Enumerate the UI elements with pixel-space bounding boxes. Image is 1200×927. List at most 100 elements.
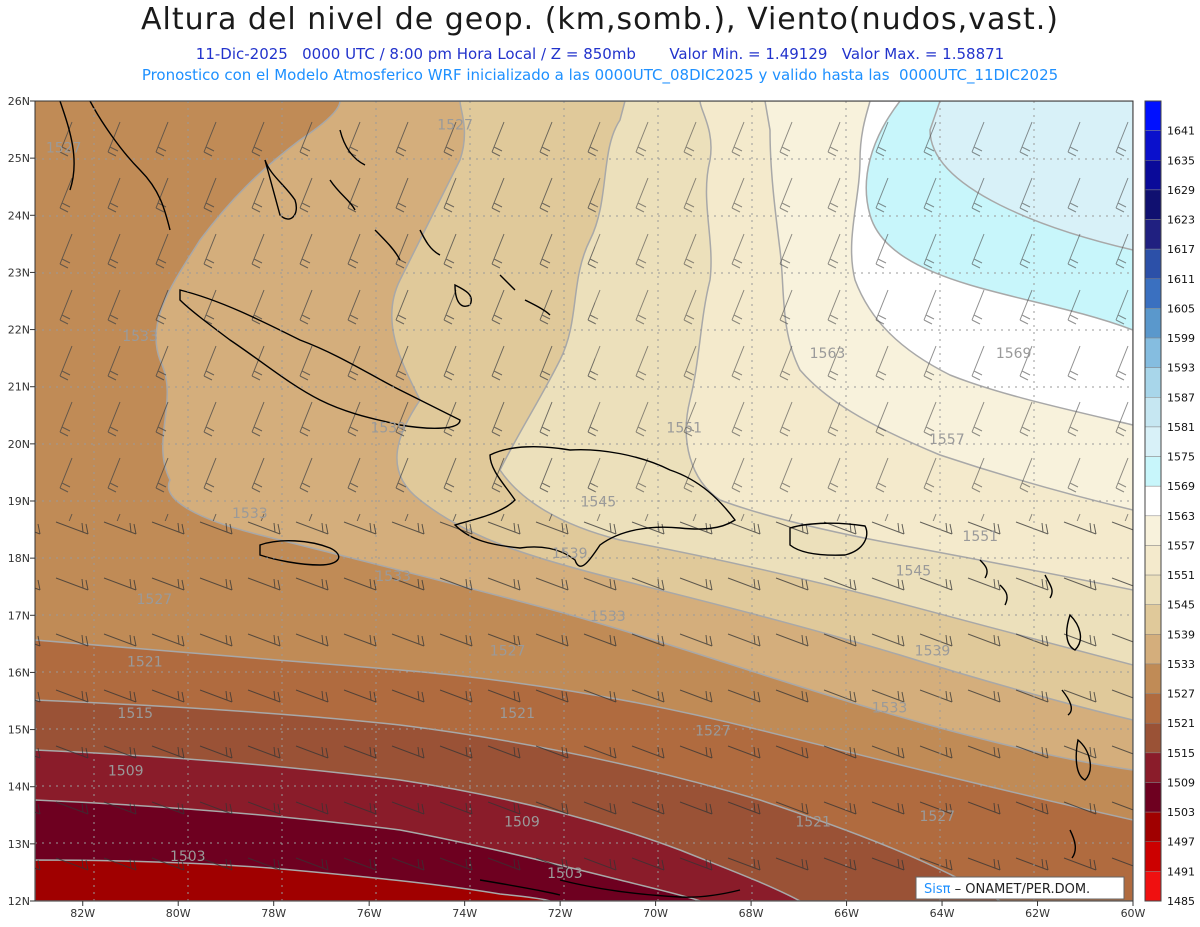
- colorbar-label: 1617: [1167, 243, 1195, 256]
- colorbar-label: 1623: [1167, 214, 1195, 227]
- colorbar-swatch: [1144, 278, 1162, 309]
- hispaniola-coast: [453, 446, 737, 567]
- colorbar-label: 1569: [1167, 480, 1195, 493]
- contour-label: 1557: [929, 432, 965, 448]
- lon-tick-label: 68W: [739, 907, 764, 920]
- contour-label: 1527: [490, 643, 526, 659]
- figure-subtitle-time: 11-Dic-2025 0000 UTC / 8:00 pm Hora Loca…: [195, 45, 1005, 63]
- contour-label: 1527: [46, 140, 82, 156]
- colorbar-label: 1485: [1167, 895, 1195, 908]
- florida-coast: [59, 101, 171, 231]
- contour-label: 1527: [695, 723, 731, 739]
- contour-label: 1569: [996, 346, 1032, 362]
- colorbar-swatch: [1144, 189, 1162, 220]
- colorbar-swatch: [1144, 663, 1162, 694]
- colorbar-swatch: [1144, 634, 1162, 665]
- contour-label: 1521: [127, 655, 163, 671]
- lon-tick-label: 64W: [930, 907, 955, 920]
- contour-label: 1521: [499, 706, 535, 722]
- credit-text: – ONAMET/PER.DOM.: [950, 882, 1090, 897]
- contour-label: 1515: [117, 706, 153, 722]
- contour-label: 1533: [122, 329, 158, 345]
- colorbar-swatch: [1144, 160, 1162, 191]
- colorbar-label: 1593: [1167, 362, 1195, 375]
- colorbar-swatch: [1144, 722, 1162, 754]
- colorbar-swatch: [1144, 604, 1162, 635]
- colorbar-label: 1629: [1167, 184, 1195, 197]
- colorbar: 1641 1635 1629 1623 1617 1611 1605 1599 1593 1587…: [1144, 100, 1195, 908]
- colorbar-label: 1503: [1167, 806, 1195, 819]
- contour-label: 1509: [504, 815, 540, 831]
- lon-tick-label: 62W: [1025, 907, 1050, 920]
- colorbar-swatch: [1144, 397, 1162, 428]
- colorbar-label: 1497: [1167, 836, 1195, 849]
- graticule: [35, 101, 1133, 901]
- contour-label: 1551: [666, 420, 702, 436]
- lat-tick-label: 25N: [8, 152, 30, 165]
- colorbar-label: 1641: [1167, 125, 1195, 138]
- lat-tick-label: 14N: [8, 781, 30, 794]
- wind-barbs-south: [35, 521, 1133, 901]
- contour-labels: 1527 1527 1533 1539 1533 1533 1527 1521 1515 1509…: [46, 118, 1032, 883]
- contour-label: 1539: [552, 546, 588, 562]
- lat-tick-label: 13N: [8, 838, 30, 851]
- colorbar-label: 1515: [1167, 747, 1195, 760]
- colorbar-label: 1521: [1167, 717, 1195, 730]
- lat-tick-label: 21N: [8, 381, 30, 394]
- lat-tick-label: 17N: [8, 609, 30, 622]
- lat-tick-label: 18N: [8, 552, 30, 565]
- lon-tick-label: 82W: [70, 907, 95, 920]
- contour-label: 1521: [795, 815, 831, 831]
- lon-tick-label: 74W: [452, 907, 477, 920]
- coastlines: [59, 101, 1092, 898]
- lon-tick-label: 70W: [643, 907, 668, 920]
- colorbar-label: 1611: [1167, 273, 1195, 286]
- wind-barbs-northeast: [595, 101, 1133, 521]
- colorbar-swatch: [1144, 752, 1162, 783]
- longitude-axis: 82W 80W 78W 76W 74W 72W 70W 68W 66W 64W 62W 60W: [70, 901, 1146, 920]
- contour-label: 1545: [581, 495, 617, 511]
- contour-label: 1503: [170, 849, 206, 865]
- contour-label: 1545: [896, 563, 932, 579]
- map-area: 1527 1527 1533 1539 1533 1533 1527 1521 1515 1509…: [35, 101, 1133, 901]
- puerto-rico-coast: [789, 522, 868, 556]
- colorbar-swatch: [1144, 693, 1162, 724]
- colorbar-label: 1539: [1167, 628, 1195, 641]
- lesser-antilles: [979, 559, 1092, 859]
- colorbar-swatch: [1144, 515, 1162, 546]
- colorbar-label: 1563: [1167, 510, 1195, 523]
- lat-tick-label: 19N: [8, 495, 30, 508]
- colorbar-label: 1545: [1167, 599, 1195, 612]
- colorbar-label: 1527: [1167, 688, 1195, 701]
- colorbar-swatch: [1144, 574, 1162, 605]
- lon-tick-label: 66W: [834, 907, 859, 920]
- contour-label: 1509: [108, 763, 144, 779]
- colorbar-label: 1509: [1167, 776, 1195, 789]
- colorbar-swatch: [1144, 248, 1162, 280]
- colorbar-swatch: [1144, 219, 1162, 250]
- cuba-coast: [179, 289, 461, 429]
- colorbar-swatch: [1144, 426, 1162, 457]
- lon-tick-label: 72W: [548, 907, 573, 920]
- contour-label: 1539: [915, 643, 951, 659]
- colorbar-label: 1587: [1167, 391, 1195, 404]
- colorbar-swatch: [1144, 308, 1162, 339]
- colorbar-label: 1557: [1167, 539, 1195, 552]
- svg-text:Sisπ – ONAMET/PER.DOM.: Sisπ – ONAMET/PER.DOM.: [924, 882, 1090, 897]
- colorbar-swatch: [1144, 841, 1162, 872]
- contour-label: 1527: [437, 118, 473, 134]
- figure-subtitle-model: Pronostico con el Modelo Atmosferico WRF…: [141, 66, 1059, 84]
- colorbar-swatch: [1144, 811, 1162, 842]
- colorbar-label: 1605: [1167, 302, 1195, 315]
- colorbar-swatch: [1144, 337, 1162, 368]
- wind-barbs-north: [35, 101, 595, 521]
- colorbar-label: 1491: [1167, 865, 1195, 878]
- contour-label: 1551: [962, 529, 998, 545]
- lat-tick-label: 23N: [8, 266, 30, 279]
- lat-tick-label: 26N: [8, 95, 30, 108]
- contour-label: 1539: [370, 420, 406, 436]
- colorbar-swatch: [1144, 485, 1162, 517]
- jamaica-coast: [259, 540, 340, 566]
- colorbar-label: 1551: [1167, 569, 1195, 582]
